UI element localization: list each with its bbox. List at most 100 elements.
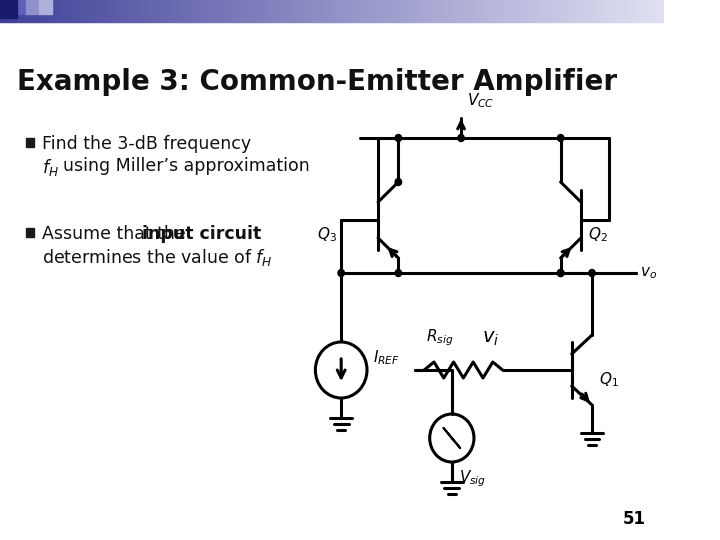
Bar — [258, 0, 259, 22]
Bar — [635, 0, 636, 22]
Bar — [644, 0, 646, 22]
Bar — [649, 0, 650, 22]
Bar — [40, 0, 42, 22]
Bar — [379, 0, 380, 22]
Bar — [44, 0, 45, 22]
Bar — [181, 0, 183, 22]
Bar — [423, 0, 424, 22]
Bar — [72, 0, 73, 22]
Bar — [234, 0, 235, 22]
Bar — [210, 0, 211, 22]
Bar — [500, 0, 502, 22]
Bar — [568, 0, 569, 22]
Bar — [215, 0, 216, 22]
Bar — [227, 0, 228, 22]
Bar — [602, 0, 603, 22]
Bar — [240, 0, 242, 22]
Bar — [238, 0, 239, 22]
Bar — [474, 0, 475, 22]
Bar — [319, 0, 320, 22]
Bar — [59, 0, 60, 22]
Bar — [149, 0, 150, 22]
Bar — [620, 0, 621, 22]
Bar — [265, 0, 266, 22]
Text: input circuit: input circuit — [142, 225, 261, 243]
Bar — [630, 0, 631, 22]
Bar — [26, 138, 34, 147]
Bar — [394, 0, 395, 22]
Text: determines the value of $f_H$: determines the value of $f_H$ — [42, 247, 273, 268]
Bar — [657, 0, 658, 22]
Bar — [155, 0, 156, 22]
Bar — [131, 0, 132, 22]
Bar — [43, 0, 44, 22]
Bar — [325, 0, 326, 22]
Bar — [269, 0, 270, 22]
Bar — [152, 0, 153, 22]
Bar — [656, 0, 657, 22]
Text: $f_H$: $f_H$ — [42, 157, 59, 178]
Bar — [641, 0, 642, 22]
Bar — [284, 0, 285, 22]
Bar — [66, 0, 67, 22]
Bar — [389, 0, 390, 22]
Text: Find the 3-dB frequency: Find the 3-dB frequency — [42, 135, 251, 153]
Bar — [334, 0, 335, 22]
Bar — [324, 0, 325, 22]
Text: $Q_2$: $Q_2$ — [588, 225, 608, 244]
Bar — [484, 0, 485, 22]
Bar — [273, 0, 274, 22]
Bar — [401, 0, 402, 22]
Bar — [428, 0, 429, 22]
Text: $V_{sig}$: $V_{sig}$ — [459, 468, 487, 489]
Bar — [293, 0, 294, 22]
Bar — [393, 0, 394, 22]
Bar — [124, 0, 125, 22]
Text: $v_o$: $v_o$ — [640, 265, 657, 281]
Bar — [115, 0, 116, 22]
Bar — [601, 0, 602, 22]
Bar — [13, 0, 14, 22]
Bar — [186, 0, 187, 22]
Bar — [629, 0, 630, 22]
Bar — [191, 0, 192, 22]
Bar — [427, 0, 428, 22]
Bar — [55, 0, 56, 22]
Bar — [315, 0, 316, 22]
Bar — [70, 0, 71, 22]
Bar — [308, 0, 309, 22]
Bar — [341, 0, 342, 22]
Bar — [230, 0, 231, 22]
Bar — [519, 0, 520, 22]
Bar — [302, 0, 303, 22]
Bar — [513, 0, 515, 22]
Bar — [444, 0, 446, 22]
Bar — [150, 0, 151, 22]
Bar — [414, 0, 415, 22]
Bar — [449, 0, 450, 22]
Bar — [370, 0, 371, 22]
Bar — [413, 0, 414, 22]
Bar — [79, 0, 80, 22]
Bar — [374, 0, 375, 22]
Circle shape — [557, 269, 564, 276]
Bar — [80, 0, 81, 22]
Bar — [603, 0, 604, 22]
Bar — [562, 0, 564, 22]
Bar — [142, 0, 143, 22]
Bar — [126, 0, 127, 22]
Bar — [559, 0, 561, 22]
Bar — [525, 0, 526, 22]
Circle shape — [557, 134, 564, 141]
Bar — [187, 0, 188, 22]
Bar — [377, 0, 378, 22]
Bar — [402, 0, 403, 22]
Bar — [145, 0, 147, 22]
Bar — [328, 0, 329, 22]
Bar — [483, 0, 484, 22]
Bar — [144, 0, 145, 22]
Bar — [211, 0, 212, 22]
Bar — [320, 0, 321, 22]
Bar — [531, 0, 532, 22]
Bar — [10, 0, 11, 22]
